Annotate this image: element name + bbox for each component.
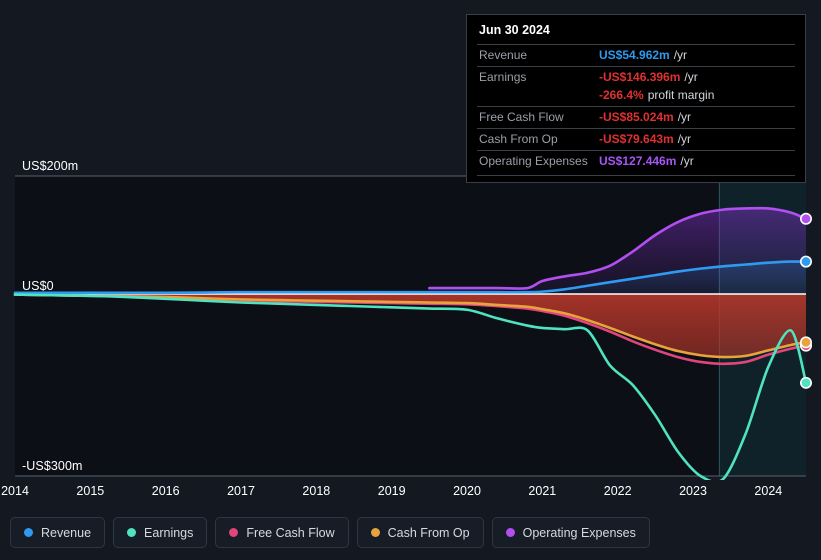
tooltip-row-value: US$127.446m	[599, 154, 677, 168]
x-axis-tick-2014: 2014	[1, 484, 29, 498]
legend-item-earnings[interactable]: Earnings	[113, 517, 208, 548]
tooltip-row-value: -US$85.024m	[599, 110, 674, 124]
tooltip-row-value: -266.4%	[599, 88, 644, 102]
tooltip-row-suffix: /yr	[680, 154, 694, 168]
x-axis-tick-2016: 2016	[151, 484, 180, 498]
legend-item-label: Cash From Op	[387, 525, 470, 540]
data-tooltip: Jun 30 2024 Revenue US$54.962m/yr Earnings…	[466, 14, 806, 183]
x-axis-tick-2018: 2018	[302, 484, 331, 498]
legend-item-free-cash-flow[interactable]: Free Cash Flow	[215, 517, 349, 548]
legend-item-operating-expenses[interactable]: Operating Expenses	[491, 517, 650, 548]
x-axis-tick-2022: 2022	[603, 484, 632, 498]
legend-color-dot-icon	[229, 528, 239, 537]
x-axis-tick-2015: 2015	[76, 484, 105, 498]
tooltip-row-label: Free Cash Flow	[479, 110, 564, 124]
chart-legend[interactable]: Revenue Earnings Free Cash Flow Cash From O…	[10, 517, 650, 548]
legend-item-label: Earnings	[144, 525, 194, 540]
legend-item-label: Operating Expenses	[522, 525, 636, 540]
tooltip-row-suffix: /yr	[677, 110, 692, 124]
legend-color-dot-icon	[24, 528, 33, 537]
legend-item-label: Free Cash Flow	[246, 525, 335, 540]
tooltip-date: Jun 30 2024	[479, 23, 550, 37]
legend-color-dot-icon	[127, 528, 137, 537]
legend-item-revenue[interactable]: Revenue	[10, 517, 106, 548]
x-axis-tick-2023: 2023	[679, 484, 707, 498]
tooltip-row-label: Operating Expenses	[479, 154, 588, 168]
y-axis-label-top: US$200m	[22, 159, 79, 173]
x-axis-tick-2024: 2024	[754, 484, 783, 498]
tooltip-row-suffix: profit margin	[647, 88, 715, 102]
tooltip-row-label: Earnings	[479, 70, 527, 84]
tooltip-row-suffix: /yr	[684, 70, 698, 84]
legend-color-dot-icon	[370, 528, 380, 537]
tooltip-row-suffix: /yr	[673, 48, 688, 62]
y-axis-label-bottom: -US$300m	[22, 459, 83, 473]
tooltip-row: Revenue US$54.962m/yr	[477, 44, 795, 66]
tooltip-row-value: US$54.962m	[599, 48, 670, 62]
x-axis-tick-2017: 2017	[227, 484, 255, 498]
tooltip-row-label: Revenue	[479, 48, 528, 62]
tooltip-row: -266.4% profit margin	[477, 88, 795, 106]
legend-item-cash-from-op[interactable]: Cash From Op	[356, 517, 484, 548]
tooltip-row: Earnings -US$146.396m/yr	[477, 66, 795, 88]
tooltip-row-value: -US$79.643m	[599, 132, 674, 146]
x-axis-tick-2020: 2020	[453, 484, 481, 498]
tooltip-row: Free Cash Flow -US$85.024m/yr	[477, 106, 795, 128]
x-axis-tick-2019: 2019	[377, 484, 406, 498]
legend-color-dot-icon	[505, 528, 515, 537]
tooltip-row: Operating Expenses US$127.446m/yr	[477, 150, 795, 172]
tooltip-row-suffix: /yr	[677, 132, 692, 146]
tooltip-rows: Revenue US$54.962m/yr Earnings -US$146.396m…	[477, 44, 795, 172]
x-axis-tick-2021: 2021	[528, 484, 557, 498]
tooltip-row-label: Cash From Op	[479, 132, 558, 146]
tooltip-bottom-divider	[477, 175, 795, 176]
y-axis-label-zero: US$0	[22, 279, 54, 293]
legend-item-label: Revenue	[41, 525, 92, 540]
tooltip-row-value: -US$146.396m	[599, 70, 681, 84]
tooltip-row: Cash From Op -US$79.643m/yr	[477, 128, 795, 150]
